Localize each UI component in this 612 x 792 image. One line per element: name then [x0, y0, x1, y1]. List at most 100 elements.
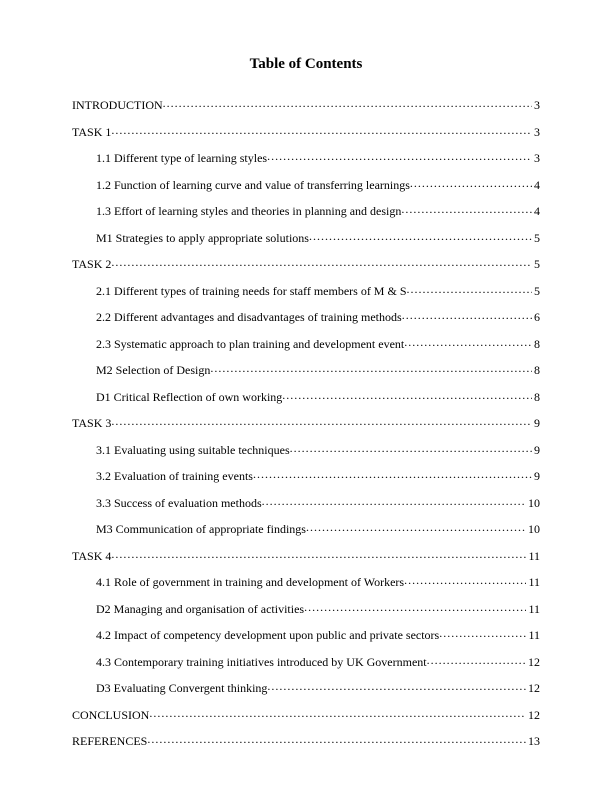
toc-entry: M2 Selection of Design 8 — [96, 362, 540, 376]
toc-leader — [290, 442, 532, 454]
toc-leader — [407, 283, 533, 295]
toc-entry: M3 Communication of appropriate findings… — [96, 521, 540, 535]
toc-leader — [147, 733, 526, 745]
toc-entry: 4.2 Impact of competency development upo… — [96, 627, 540, 641]
toc-label: INTRODUCTION — [72, 99, 163, 111]
toc-leader — [404, 336, 532, 348]
toc-label: 1.1 Different type of learning styles — [96, 152, 267, 164]
toc-entry: 2.2 Different advantages and disadvantag… — [96, 309, 540, 323]
toc-entry: TASK 1 3 — [72, 124, 540, 138]
toc-leader — [402, 309, 532, 321]
toc-page: 10 — [526, 523, 540, 535]
toc-entry: CONCLUSION 12 — [72, 707, 540, 721]
toc-entry: 1.3 Effort of learning styles and theori… — [96, 203, 540, 217]
toc-label: TASK 1 — [72, 126, 111, 138]
toc-leader — [111, 415, 532, 427]
toc-page: 8 — [532, 391, 540, 403]
toc-leader — [427, 654, 526, 666]
toc-label: M1 Strategies to apply appropriate solut… — [96, 232, 309, 244]
toc-label: TASK 4 — [72, 550, 111, 562]
toc-leader — [149, 707, 526, 719]
toc-leader — [401, 203, 532, 215]
toc-page: 12 — [526, 709, 540, 721]
toc-leader — [111, 124, 532, 136]
toc-leader — [404, 574, 526, 586]
toc-entry: D2 Managing and organisation of activiti… — [96, 601, 540, 615]
toc-page: 11 — [526, 603, 540, 615]
toc-page: 10 — [526, 497, 540, 509]
toc-leader — [253, 468, 532, 480]
toc-entry: 1.1 Different type of learning styles 3 — [96, 150, 540, 164]
toc-entry: 3.3 Success of evaluation methods 10 — [96, 495, 540, 509]
toc-page: 8 — [532, 364, 540, 376]
toc-label: 2.2 Different advantages and disadvantag… — [96, 311, 402, 323]
toc-entry: TASK 3 9 — [72, 415, 540, 429]
toc-page: 9 — [532, 444, 540, 456]
toc-leader — [267, 680, 526, 692]
toc-entry: REFERENCES 13 — [72, 733, 540, 747]
toc-label: 3.1 Evaluating using suitable techniques — [96, 444, 290, 456]
toc-label: D2 Managing and organisation of activiti… — [96, 603, 304, 615]
toc-entry: D1 Critical Reflection of own working 8 — [96, 389, 540, 403]
toc-page: 4 — [532, 205, 540, 217]
toc-entry: M1 Strategies to apply appropriate solut… — [96, 230, 540, 244]
toc-page: 5 — [532, 258, 540, 270]
toc-label: 4.3 Contemporary training initiatives in… — [96, 656, 427, 668]
toc-leader — [262, 495, 526, 507]
toc-leader — [210, 362, 532, 374]
toc-page: 11 — [526, 550, 540, 562]
toc-label: CONCLUSION — [72, 709, 149, 721]
toc-page: 4 — [532, 179, 540, 191]
toc-entry: 3.2 Evaluation of training events 9 — [96, 468, 540, 482]
toc-label: M3 Communication of appropriate findings — [96, 523, 306, 535]
toc-entry: 2.3 Systematic approach to plan training… — [96, 336, 540, 350]
toc-page: 12 — [526, 656, 540, 668]
toc-label: 1.3 Effort of learning styles and theori… — [96, 205, 401, 217]
toc-page: 11 — [526, 576, 540, 588]
toc-entry: 1.2 Function of learning curve and value… — [96, 177, 540, 191]
toc-label: 4.2 Impact of competency development upo… — [96, 629, 439, 641]
toc-entry: 3.1 Evaluating using suitable techniques… — [96, 442, 540, 456]
toc-entry: 4.1 Role of government in training and d… — [96, 574, 540, 588]
toc-leader — [163, 97, 532, 109]
toc-page: 5 — [532, 232, 540, 244]
toc-label: 1.2 Function of learning curve and value… — [96, 179, 410, 191]
toc-label: 2.1 Different types of training needs fo… — [96, 285, 407, 297]
toc-entry: TASK 2 5 — [72, 256, 540, 270]
toc-label: 3.2 Evaluation of training events — [96, 470, 253, 482]
toc-page: 8 — [532, 338, 540, 350]
page-title: Table of Contents — [72, 56, 540, 73]
toc-page: 11 — [526, 629, 540, 641]
toc-page: 3 — [532, 99, 540, 111]
toc-leader — [282, 389, 532, 401]
toc-entry: INTRODUCTION 3 — [72, 97, 540, 111]
toc-label: TASK 2 — [72, 258, 111, 270]
toc-label: D3 Evaluating Convergent thinking — [96, 682, 267, 694]
toc-entry: D3 Evaluating Convergent thinking 12 — [96, 680, 540, 694]
toc-page: 9 — [532, 417, 540, 429]
toc-page: 3 — [532, 126, 540, 138]
toc-page: 13 — [526, 735, 540, 747]
toc-leader — [306, 521, 526, 533]
toc-entry: 4.3 Contemporary training initiatives in… — [96, 654, 540, 668]
toc-entry: TASK 4 11 — [72, 548, 540, 562]
toc-label: 2.3 Systematic approach to plan training… — [96, 338, 404, 350]
toc-leader — [267, 150, 532, 162]
toc-label: TASK 3 — [72, 417, 111, 429]
toc-label: D1 Critical Reflection of own working — [96, 391, 282, 403]
toc-page: 3 — [532, 152, 540, 164]
toc-leader — [111, 256, 532, 268]
toc-leader — [111, 548, 526, 560]
toc-entry: 2.1 Different types of training needs fo… — [96, 283, 540, 297]
toc-leader — [410, 177, 532, 189]
table-of-contents: INTRODUCTION 3 TASK 1 3 1.1 Different ty… — [72, 97, 540, 747]
toc-label: M2 Selection of Design — [96, 364, 210, 376]
toc-label: 3.3 Success of evaluation methods — [96, 497, 262, 509]
toc-label: REFERENCES — [72, 735, 147, 747]
toc-page: 12 — [526, 682, 540, 694]
toc-leader — [309, 230, 532, 242]
toc-leader — [439, 627, 526, 639]
toc-page: 9 — [532, 470, 540, 482]
toc-page: 5 — [532, 285, 540, 297]
toc-leader — [304, 601, 526, 613]
